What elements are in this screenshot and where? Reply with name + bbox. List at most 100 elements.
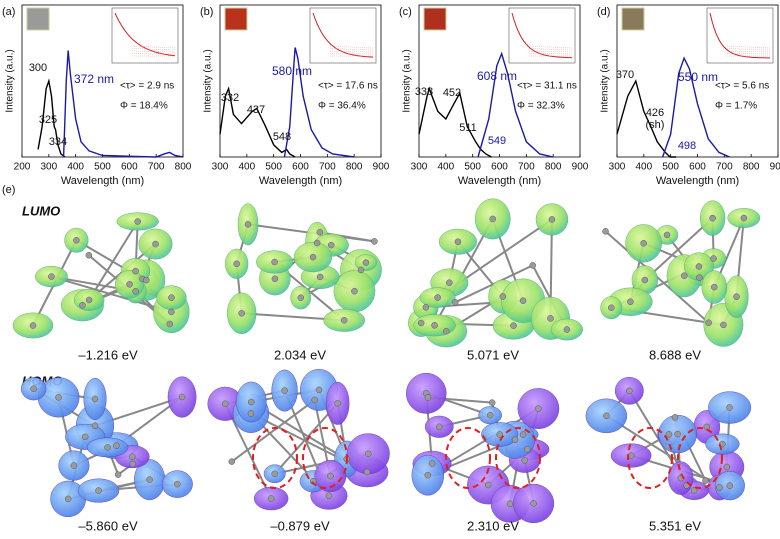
bond — [273, 402, 339, 475]
x-tick-label: 700 — [148, 162, 165, 173]
atom — [104, 444, 111, 451]
atom — [530, 500, 537, 507]
lifetime: <τ> = 5.6 ns — [715, 81, 769, 92]
x-tick-label: 300 — [411, 162, 428, 173]
spectrum-line — [477, 51, 554, 158]
atom — [55, 394, 62, 401]
atom — [114, 471, 122, 478]
atom — [608, 304, 615, 311]
atom — [709, 214, 716, 222]
highlight-ring — [445, 427, 491, 489]
x-tick-label: 600 — [491, 162, 508, 173]
panel-label: (b) — [200, 6, 213, 18]
atom — [417, 319, 425, 327]
atom — [221, 400, 229, 408]
atom — [70, 462, 78, 469]
spectrum-line — [37, 78, 66, 158]
atom — [428, 460, 436, 467]
atom — [548, 216, 556, 223]
peak-label: 370 — [616, 69, 634, 81]
atom — [267, 495, 275, 502]
peak-label: 338 — [415, 86, 433, 98]
atom — [365, 450, 372, 457]
spectrum-line — [418, 86, 492, 158]
x-tick-label: 400 — [635, 162, 652, 173]
atom — [248, 398, 255, 406]
atom — [486, 411, 494, 419]
y-axis-label: Intensity (a.u.) — [402, 49, 413, 112]
x-axis-label: Wavelength (nm) — [61, 175, 144, 187]
inset-decay — [511, 12, 573, 59]
quantum-yield: Φ = 18.4% — [120, 101, 168, 112]
atom — [30, 385, 37, 392]
atom — [281, 387, 288, 394]
atom — [726, 404, 733, 411]
atom — [129, 460, 137, 468]
atom — [665, 431, 673, 438]
panel-label: (a) — [2, 6, 15, 18]
highlight-ring — [495, 427, 541, 489]
atom — [484, 481, 492, 489]
panel-label: (e) — [2, 184, 15, 196]
x-tick-label: 800 — [545, 162, 562, 173]
atom — [178, 393, 186, 401]
atom — [297, 294, 304, 301]
atom — [327, 472, 334, 480]
atom — [316, 273, 324, 281]
atom — [506, 500, 514, 508]
x-axis-label: Wavelength (nm) — [656, 175, 739, 187]
highlight-ring — [302, 427, 348, 489]
orbital-image — [20, 376, 197, 518]
x-tick-label: 500 — [94, 162, 111, 173]
atom — [315, 386, 323, 394]
orbital-energy: 2.310 eV — [467, 518, 519, 533]
atom — [451, 299, 459, 306]
atom — [146, 476, 153, 483]
orbital-energy: 2.034 eV — [274, 347, 326, 362]
x-tick-label: 400 — [67, 162, 84, 173]
atom — [696, 274, 703, 281]
y-axis-label: Intensity (a.u.) — [203, 49, 214, 112]
inset-decay — [114, 12, 176, 57]
atom — [695, 263, 703, 270]
atom — [602, 228, 609, 235]
bond — [644, 217, 714, 281]
spectrum-line — [62, 50, 184, 158]
x-tick-label: 300 — [40, 162, 57, 173]
atom — [228, 458, 236, 465]
sample-photo — [224, 7, 248, 31]
peak-label: 300 — [29, 62, 47, 74]
inset-decay — [709, 12, 771, 59]
x-tick-label: 600 — [689, 162, 706, 173]
orbital-energy: –1.216 eV — [78, 347, 138, 362]
atom — [132, 288, 139, 295]
x-tick-label: 200 — [14, 162, 31, 173]
x-tick-label: 500 — [464, 162, 481, 173]
atom — [152, 240, 159, 248]
atom — [313, 239, 321, 247]
emission-peak-label: 580 nm — [272, 64, 312, 78]
atom — [143, 276, 150, 284]
emission-peak-label: 608 nm — [477, 69, 517, 83]
atom — [244, 221, 252, 228]
atom — [64, 495, 72, 503]
spectrum-line — [283, 47, 355, 158]
atom — [489, 215, 496, 223]
spectrum-line — [219, 86, 296, 158]
atom — [442, 327, 450, 335]
peak-label: 452 — [443, 87, 461, 99]
atom — [129, 453, 136, 460]
atom — [79, 301, 86, 309]
x-tick-label: 900 — [373, 162, 390, 173]
atom — [435, 423, 443, 431]
orbital-energy: 8.688 eV — [649, 347, 701, 362]
x-tick-label: 800 — [175, 162, 192, 173]
atom — [309, 253, 317, 261]
peak-label: 549 — [488, 135, 506, 147]
atom — [126, 281, 133, 288]
atom — [85, 251, 93, 259]
x-axis-label: Wavelength (nm) — [458, 175, 541, 187]
atom — [238, 310, 245, 317]
bond — [88, 220, 139, 301]
